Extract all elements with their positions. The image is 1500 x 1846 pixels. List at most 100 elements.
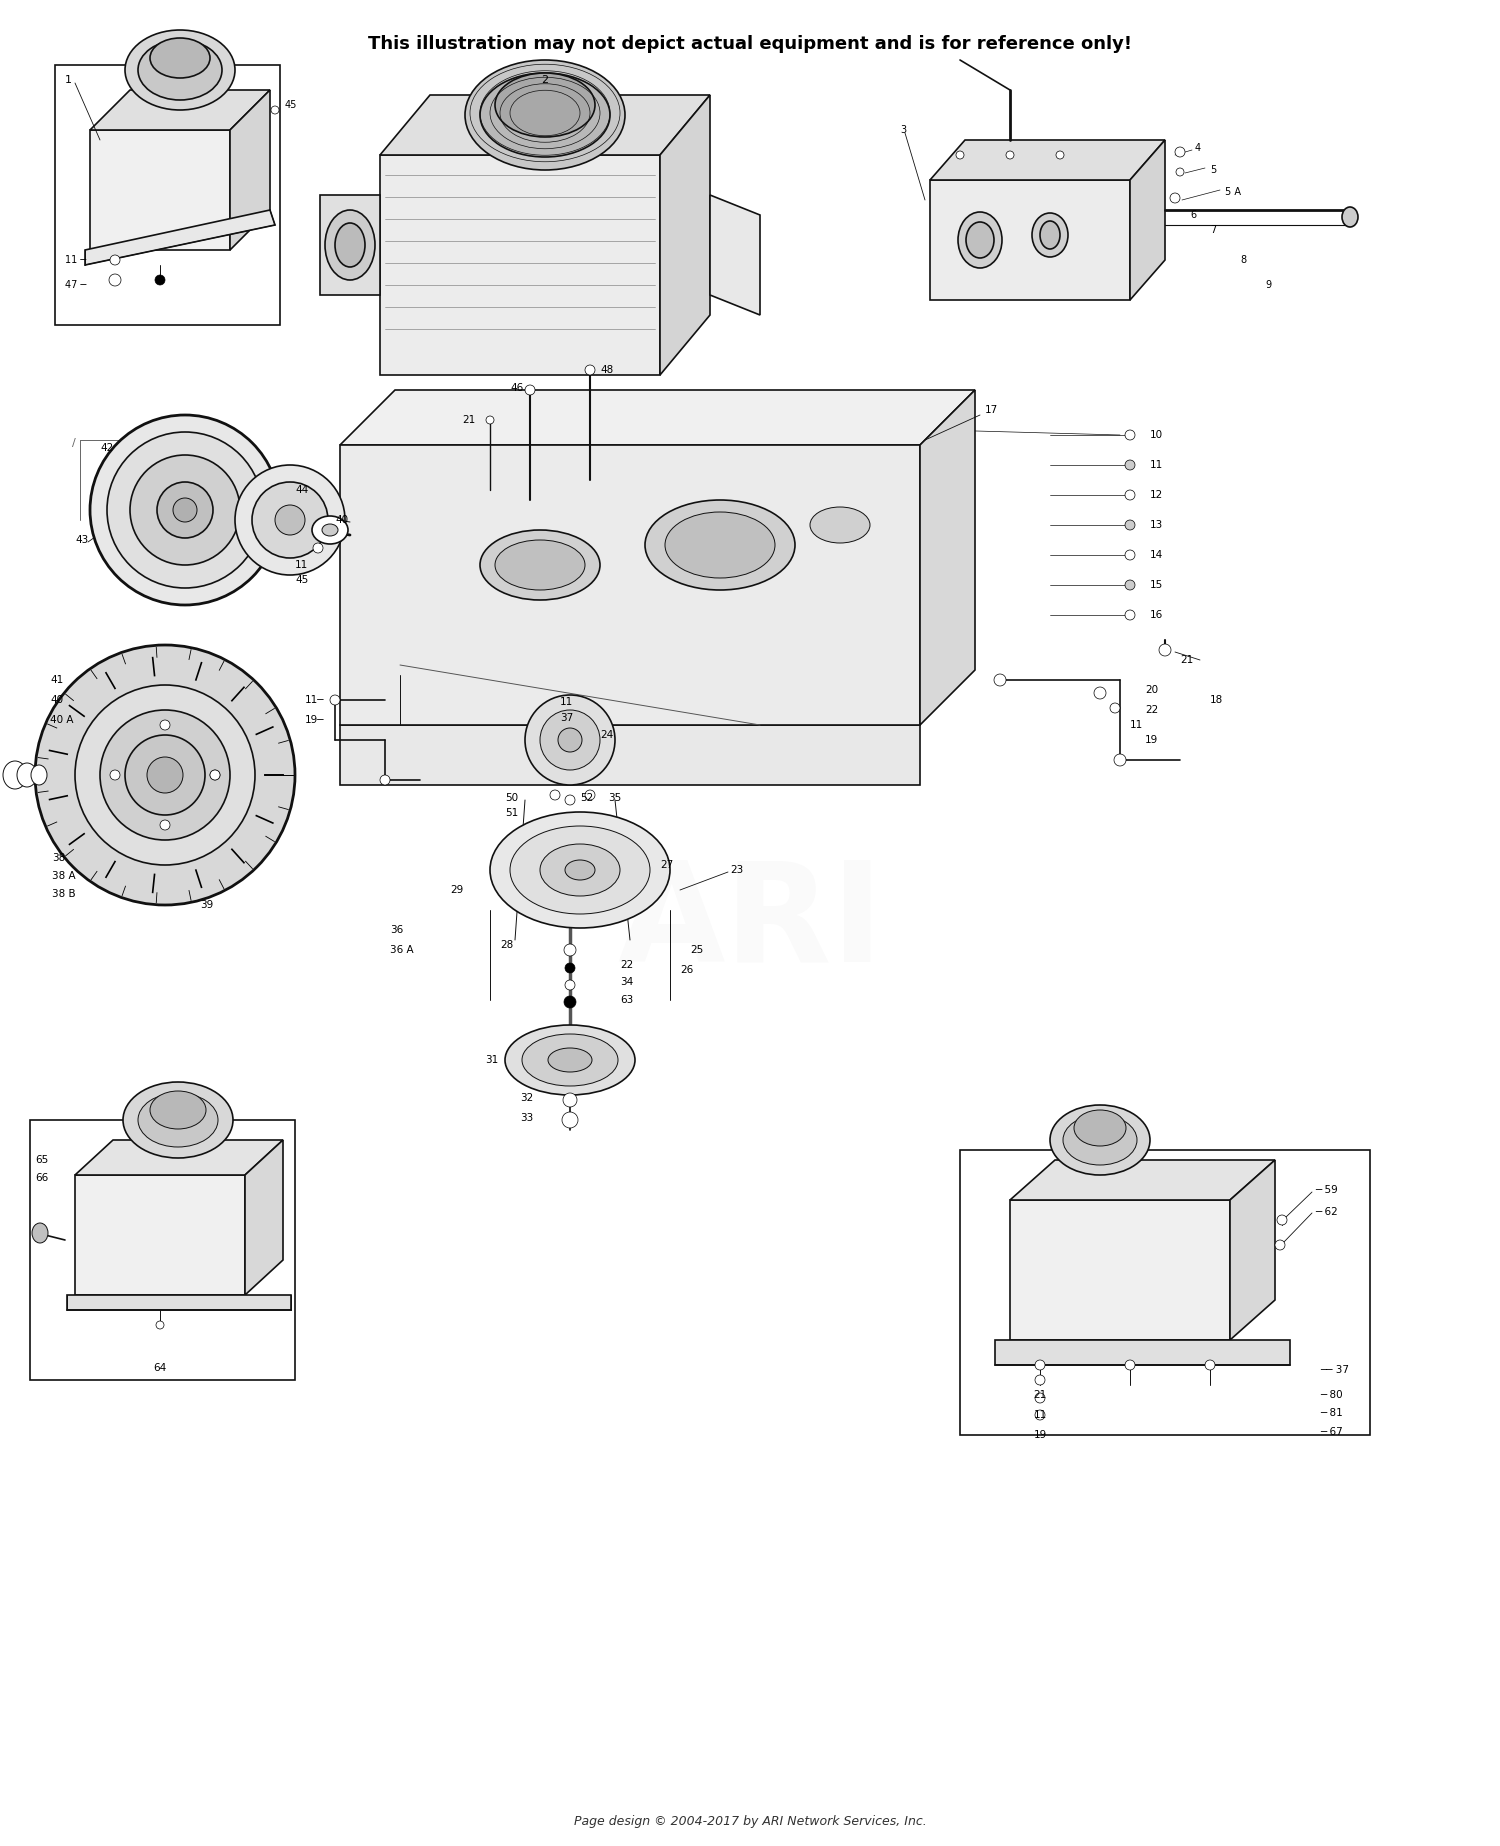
- Ellipse shape: [34, 644, 296, 905]
- Ellipse shape: [564, 943, 576, 956]
- Ellipse shape: [106, 432, 262, 589]
- Ellipse shape: [1125, 550, 1136, 559]
- Text: 66: 66: [34, 1172, 48, 1183]
- Ellipse shape: [312, 517, 348, 545]
- Text: 36 A: 36 A: [390, 945, 414, 954]
- Polygon shape: [68, 1296, 291, 1311]
- Ellipse shape: [110, 273, 122, 286]
- Text: ─ 62: ─ 62: [1316, 1207, 1338, 1217]
- Bar: [960, 1150, 1370, 1434]
- Text: 11: 11: [1034, 1410, 1047, 1420]
- Ellipse shape: [1125, 460, 1136, 471]
- Ellipse shape: [1035, 1410, 1046, 1420]
- Polygon shape: [1130, 140, 1166, 301]
- Ellipse shape: [110, 255, 120, 266]
- Text: 11: 11: [1150, 460, 1164, 471]
- Polygon shape: [340, 390, 975, 445]
- Ellipse shape: [1160, 644, 1172, 655]
- Ellipse shape: [1125, 430, 1136, 439]
- Text: ─ 80: ─ 80: [1320, 1390, 1342, 1399]
- Text: 19: 19: [1034, 1431, 1047, 1440]
- Ellipse shape: [1056, 151, 1064, 159]
- Bar: [30, 1121, 296, 1381]
- Text: 32: 32: [520, 1093, 534, 1104]
- Ellipse shape: [1114, 753, 1126, 766]
- Text: 45: 45: [296, 574, 309, 585]
- Text: 52: 52: [580, 794, 592, 803]
- Ellipse shape: [1342, 207, 1358, 227]
- Text: 4: 4: [1196, 142, 1202, 153]
- Ellipse shape: [958, 212, 1002, 268]
- Ellipse shape: [566, 796, 574, 805]
- Text: 21: 21: [1034, 1390, 1047, 1399]
- Text: 47 ─: 47 ─: [64, 281, 87, 290]
- Text: 16: 16: [1150, 609, 1164, 620]
- Text: 40: 40: [334, 515, 348, 524]
- Ellipse shape: [1007, 151, 1014, 159]
- Ellipse shape: [124, 735, 206, 814]
- Text: 5 A: 5 A: [1226, 186, 1240, 198]
- Text: 21: 21: [1180, 655, 1194, 665]
- Text: 24: 24: [600, 729, 613, 740]
- Text: 64: 64: [153, 1362, 166, 1373]
- Ellipse shape: [566, 860, 596, 881]
- Text: 34: 34: [620, 977, 633, 988]
- Ellipse shape: [1035, 1375, 1046, 1384]
- Polygon shape: [340, 445, 920, 725]
- Text: 19: 19: [1144, 735, 1158, 746]
- Text: 18: 18: [1210, 694, 1224, 705]
- Ellipse shape: [490, 812, 670, 929]
- Text: 31: 31: [484, 1056, 498, 1065]
- Ellipse shape: [330, 694, 340, 705]
- Ellipse shape: [314, 543, 322, 554]
- Text: 29: 29: [450, 884, 464, 895]
- Ellipse shape: [1170, 194, 1180, 203]
- Ellipse shape: [525, 386, 536, 395]
- Ellipse shape: [1035, 1361, 1046, 1370]
- Ellipse shape: [1074, 1109, 1126, 1146]
- Text: 33: 33: [520, 1113, 534, 1122]
- Ellipse shape: [322, 524, 338, 535]
- Ellipse shape: [1276, 1215, 1287, 1226]
- Text: 8: 8: [1240, 255, 1246, 266]
- Text: 3: 3: [900, 126, 906, 135]
- Ellipse shape: [522, 1034, 618, 1085]
- Ellipse shape: [160, 720, 170, 729]
- Text: 35: 35: [608, 794, 621, 803]
- Text: ─ 67: ─ 67: [1320, 1427, 1342, 1436]
- Ellipse shape: [480, 530, 600, 600]
- Text: 36: 36: [390, 925, 404, 936]
- Polygon shape: [90, 90, 270, 129]
- Text: 20: 20: [1144, 685, 1158, 694]
- Text: Page design © 2004-2017 by ARI Network Services, Inc.: Page design © 2004-2017 by ARI Network S…: [573, 1815, 927, 1828]
- Ellipse shape: [1176, 168, 1184, 175]
- Ellipse shape: [810, 508, 870, 543]
- Ellipse shape: [1125, 521, 1136, 530]
- Ellipse shape: [664, 511, 776, 578]
- Text: 11: 11: [1130, 720, 1143, 729]
- Ellipse shape: [156, 1322, 164, 1329]
- Ellipse shape: [1032, 212, 1068, 257]
- Ellipse shape: [210, 770, 220, 781]
- Ellipse shape: [138, 1093, 218, 1146]
- Polygon shape: [340, 725, 920, 785]
- Text: 27: 27: [660, 860, 674, 869]
- Ellipse shape: [3, 761, 27, 788]
- Text: 38: 38: [53, 853, 66, 862]
- Text: 6: 6: [1190, 210, 1196, 220]
- Polygon shape: [1010, 1200, 1230, 1340]
- Bar: [56, 65, 280, 325]
- Text: 43: 43: [75, 535, 88, 545]
- Text: 38 B: 38 B: [53, 890, 75, 899]
- Ellipse shape: [558, 727, 582, 751]
- Text: 26: 26: [680, 965, 693, 975]
- Text: 40: 40: [50, 694, 63, 705]
- Ellipse shape: [495, 74, 596, 137]
- Ellipse shape: [380, 775, 390, 785]
- Text: 23: 23: [730, 866, 744, 875]
- Ellipse shape: [110, 770, 120, 781]
- Polygon shape: [380, 155, 660, 375]
- Ellipse shape: [130, 454, 240, 565]
- Ellipse shape: [506, 1025, 634, 1095]
- Text: 45: 45: [285, 100, 297, 111]
